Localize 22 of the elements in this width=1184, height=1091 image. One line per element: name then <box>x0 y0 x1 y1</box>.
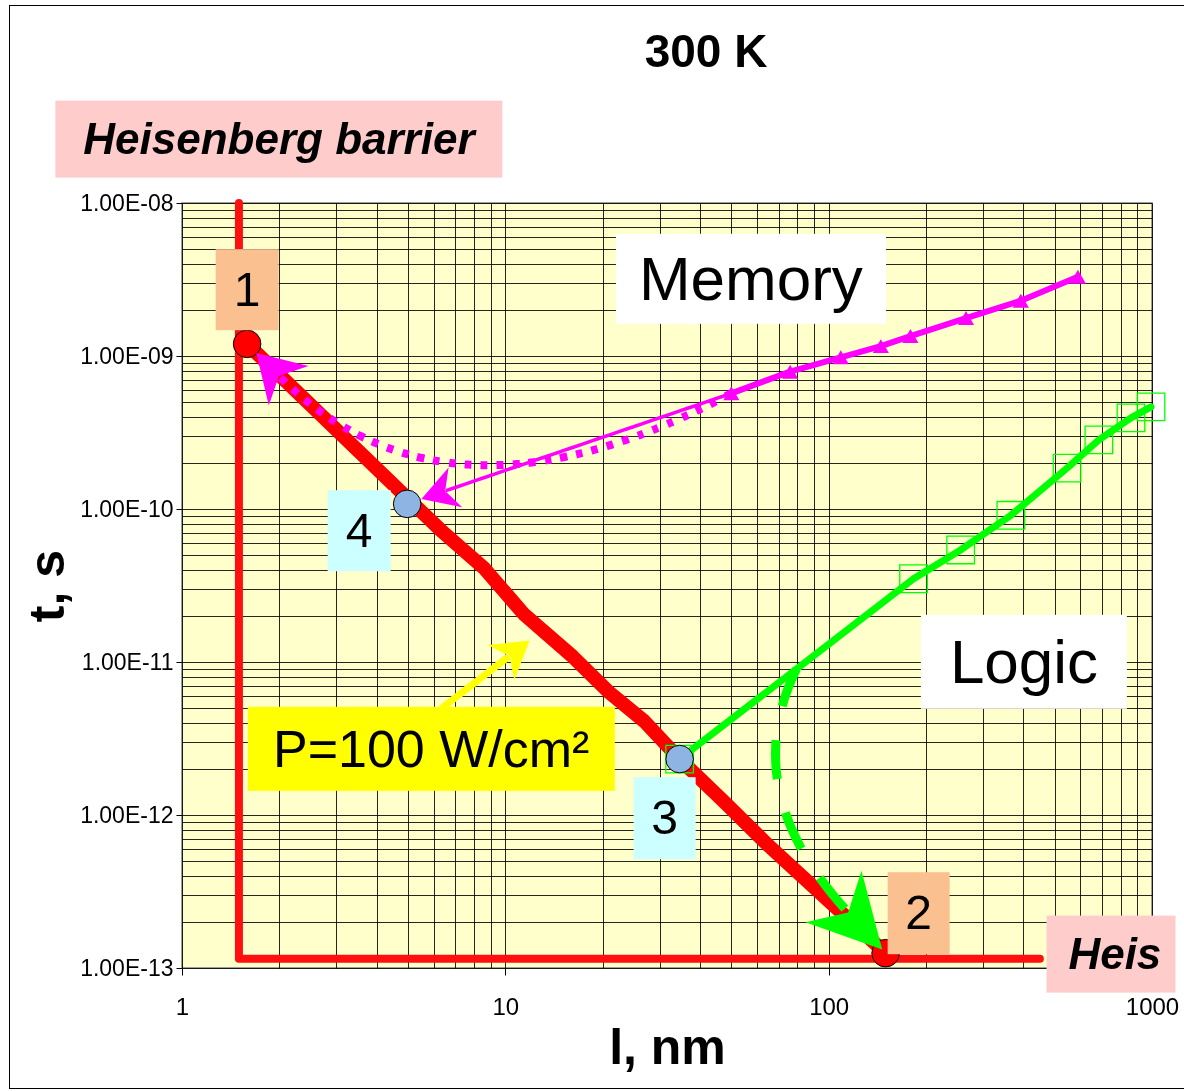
series-label: Memory <box>615 233 886 324</box>
y-tick-label: 1.00E-11 <box>81 648 174 675</box>
chart-title: 300 K <box>644 25 768 77</box>
annotation: P=100 W/cm² <box>247 706 615 791</box>
annotation: 3 <box>633 777 696 859</box>
annotation: 1 <box>215 249 279 331</box>
y-axis-title: t, s <box>19 549 76 623</box>
y-tick-label: 1.00E-12 <box>80 801 174 828</box>
annotation: Heis <box>1046 915 1176 993</box>
series-label: Logic <box>920 614 1128 710</box>
annotation: 2 <box>887 872 950 954</box>
x-axis-title: l, nm <box>609 1018 726 1075</box>
y-tick-label: 1.00E-09 <box>80 342 174 369</box>
x-tick-label: 10 <box>492 992 520 1020</box>
x-tick-label: 100 <box>809 992 850 1020</box>
annotation: Heisenberg barrier <box>55 100 503 178</box>
y-tick-label: 1.00E-13 <box>80 954 174 981</box>
y-tick-label: 1.00E-10 <box>80 495 174 522</box>
annotation: 4 <box>327 490 391 572</box>
x-tick-label: 1000 <box>1125 992 1180 1020</box>
y-tick-label: 1.00E-08 <box>80 189 174 216</box>
x-tick-label: 1 <box>175 992 190 1020</box>
